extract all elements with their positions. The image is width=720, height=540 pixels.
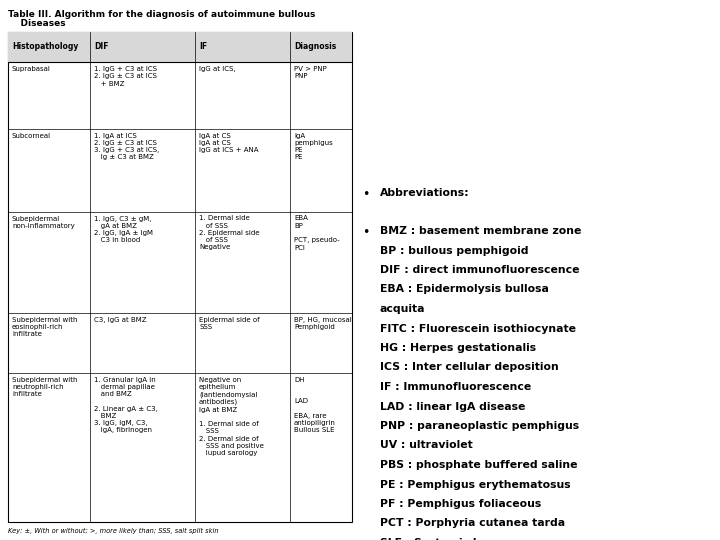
Text: PBS : phosphate buffered saline: PBS : phosphate buffered saline bbox=[380, 460, 577, 470]
Text: Suprabasal: Suprabasal bbox=[12, 66, 51, 72]
Text: PNP : paraneoplastic pemphigus: PNP : paraneoplastic pemphigus bbox=[380, 421, 579, 431]
Text: PE : Pemphigus erythematosus: PE : Pemphigus erythematosus bbox=[380, 480, 571, 489]
Text: Abbreviations:: Abbreviations: bbox=[380, 188, 469, 198]
Text: Subepidermal
non-inflammatory: Subepidermal non-inflammatory bbox=[12, 215, 75, 229]
Text: Subcorneal: Subcorneal bbox=[12, 133, 51, 139]
Text: BP, HG, mucosal
Pemphigoid: BP, HG, mucosal Pemphigoid bbox=[294, 316, 352, 330]
Text: 1. IgA at ICS
2. IgG ± C3 at ICS
3. IgG + C3 at ICS,
   Ig ± C3 at BMZ: 1. IgA at ICS 2. IgG ± C3 at ICS 3. IgG … bbox=[94, 133, 159, 160]
Text: Subepidermal with
eosinophil-rich
infiltrate: Subepidermal with eosinophil-rich infilt… bbox=[12, 316, 78, 337]
Text: HG : Herpes gestationalis: HG : Herpes gestationalis bbox=[380, 343, 536, 353]
Text: acquita: acquita bbox=[380, 304, 426, 314]
Text: DIF: DIF bbox=[94, 43, 109, 51]
Text: 1. IgG, C3 ± gM,
   gA at BMZ
2. IgG, IgA ± IgM
   C3 in blood: 1. IgG, C3 ± gM, gA at BMZ 2. IgG, IgA ±… bbox=[94, 215, 153, 243]
Text: LAD : linear IgA disease: LAD : linear IgA disease bbox=[380, 402, 526, 411]
Text: 1. Dermal side
   of SSS
2. Epidermal side
   of SSS
Negative: 1. Dermal side of SSS 2. Epidermal side … bbox=[199, 215, 259, 251]
Text: Table III. Algorithm for the diagnosis of autoimmune bullous: Table III. Algorithm for the diagnosis o… bbox=[8, 10, 315, 19]
Text: 1. Granular IgA in
   dermal papillae
   and BMZ

2. Linear gA ± C3,
   BMZ
3. I: 1. Granular IgA in dermal papillae and B… bbox=[94, 376, 158, 433]
Bar bbox=[8, 32, 352, 522]
Text: IgA at CS
IgA at CS
IgG at ICS + ANA: IgA at CS IgA at CS IgG at ICS + ANA bbox=[199, 133, 258, 153]
Text: •: • bbox=[362, 188, 369, 201]
Text: UV : ultraviolet: UV : ultraviolet bbox=[380, 441, 473, 450]
Text: EBA
BP

PCT, pseudo-
PCI: EBA BP PCT, pseudo- PCI bbox=[294, 215, 340, 251]
Text: PV > PNP
PNP: PV > PNP PNP bbox=[294, 66, 327, 79]
Text: EBA : Epidermolysis bullosa: EBA : Epidermolysis bullosa bbox=[380, 285, 549, 294]
Text: IgA
pemphigus
PE
PE: IgA pemphigus PE PE bbox=[294, 133, 333, 160]
Text: PF : Pemphigus foliaceous: PF : Pemphigus foliaceous bbox=[380, 499, 541, 509]
Text: IF : Immunofluorescence: IF : Immunofluorescence bbox=[380, 382, 531, 392]
Text: IF: IF bbox=[199, 43, 207, 51]
Text: BP : bullous pemphigoid: BP : bullous pemphigoid bbox=[380, 246, 528, 255]
Text: Epidermal side of
SSS: Epidermal side of SSS bbox=[199, 316, 260, 330]
Text: SLE : Systemic lupus: SLE : Systemic lupus bbox=[380, 538, 506, 540]
Text: Key: ±, With or without; >, more likely than; SSS, salt split skin: Key: ±, With or without; >, more likely … bbox=[8, 528, 219, 534]
Text: Histopathology: Histopathology bbox=[12, 43, 78, 51]
Text: IgG at ICS,: IgG at ICS, bbox=[199, 66, 235, 72]
Text: 1. IgG + C3 at ICS
2. IgG ± C3 at ICS
   + BMZ: 1. IgG + C3 at ICS 2. IgG ± C3 at ICS + … bbox=[94, 66, 157, 86]
Text: Diseases: Diseases bbox=[8, 19, 66, 28]
Text: FITC : Fluorescein isothiocynate: FITC : Fluorescein isothiocynate bbox=[380, 323, 576, 334]
Text: DIF : direct immunofluorescence: DIF : direct immunofluorescence bbox=[380, 265, 580, 275]
Text: Negative on
epithelium
(iantiendomysial
antibodies)
IgA at BMZ

1. Dermal side o: Negative on epithelium (iantiendomysial … bbox=[199, 376, 264, 456]
Text: Subepidermal with
neutrophil-rich
infiltrate: Subepidermal with neutrophil-rich infilt… bbox=[12, 376, 78, 397]
Text: ICS : Inter cellular deposition: ICS : Inter cellular deposition bbox=[380, 362, 559, 373]
Text: Diagnosis: Diagnosis bbox=[294, 43, 336, 51]
Text: PCT : Porphyria cutanea tarda: PCT : Porphyria cutanea tarda bbox=[380, 518, 565, 529]
Text: C3, IgG at BMZ: C3, IgG at BMZ bbox=[94, 316, 147, 323]
Text: •: • bbox=[362, 226, 369, 239]
Text: BMZ : basement membrane zone: BMZ : basement membrane zone bbox=[380, 226, 581, 236]
Bar bbox=[8, 32, 352, 62]
Text: DH


LAD

EBA, rare
antiopiligrin
Bullous SLE: DH LAD EBA, rare antiopiligrin Bullous S… bbox=[294, 376, 336, 433]
